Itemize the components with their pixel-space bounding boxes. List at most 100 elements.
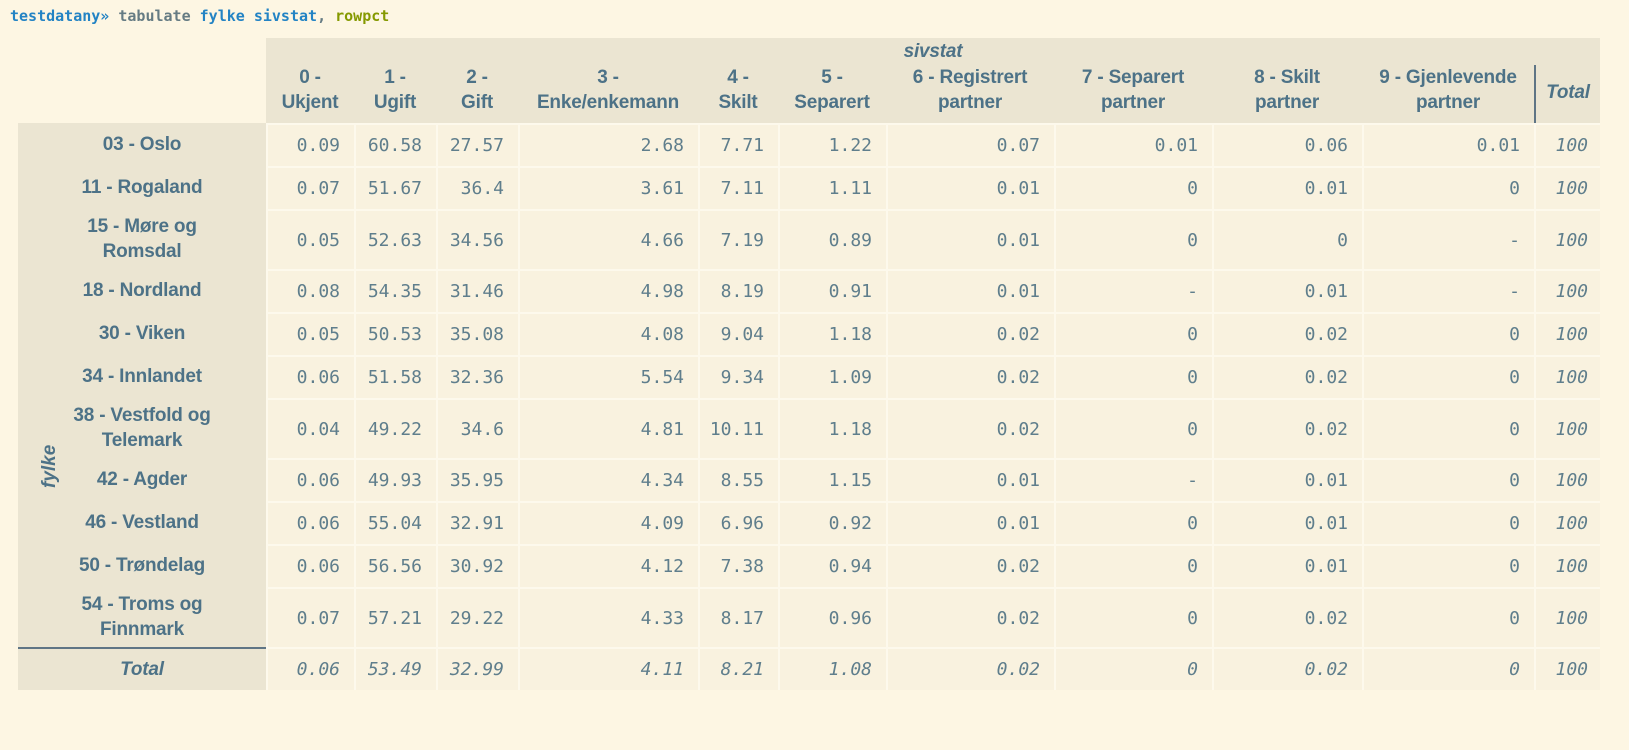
data-cell: 0 — [1054, 587, 1212, 647]
column-header: 1 - Ugift — [354, 65, 436, 123]
column-header: 3 - Enke/enkemann — [518, 65, 698, 123]
row-label: 50 - Trøndelag — [18, 544, 266, 587]
row-label: 46 - Vestland — [18, 501, 266, 544]
results-table-area: sivstat 0 - Ukjent 1 - Ugift 2 - Gift 3 - Enke/… — [18, 38, 1629, 690]
data-cell: 8.17 — [698, 587, 778, 647]
data-cell: 7.11 — [698, 166, 778, 209]
row-label: 03 - Oslo — [18, 123, 266, 166]
table-row: 15 - Møre og Romsdal 0.05 52.63 34.56 4.66 7.… — [18, 209, 1600, 269]
data-cell: 0 — [1362, 166, 1534, 209]
data-cell: - — [1054, 458, 1212, 501]
data-cell: 4.98 — [518, 269, 698, 312]
data-cell: 0.01 — [886, 501, 1054, 544]
column-header-line2: Gift — [461, 92, 493, 113]
column-header: 0 - Ukjent — [266, 65, 354, 123]
data-cell: 55.04 — [354, 501, 436, 544]
row-label: 54 - Troms og Finnmark — [18, 587, 266, 647]
data-cell: 0 — [1054, 501, 1212, 544]
data-cell: 4.66 — [518, 209, 698, 269]
data-cell: 0 — [1362, 501, 1534, 544]
data-cell: 0.07 — [266, 587, 354, 647]
column-header: 7 - Separert partner — [1054, 65, 1212, 123]
table-row: 34 - Innlandet 0.06 51.58 32.36 5.54 9.34 1.09… — [18, 355, 1600, 398]
data-cell: 0.01 — [886, 269, 1054, 312]
table-row: 42 - Agder 0.06 49.93 35.95 4.34 8.55 1.15 0.01… — [18, 458, 1600, 501]
column-header-line1: 0 - — [299, 67, 321, 88]
data-cell: 0.89 — [778, 209, 886, 269]
data-cell: 0 — [1362, 544, 1534, 587]
data-cell: 27.57 — [436, 123, 518, 166]
total-column-cell: 100 — [1534, 587, 1600, 647]
data-cell: 0.01 — [886, 209, 1054, 269]
total-row: Total 0.06 53.49 32.99 4.11 8.21 1.08 0.02 0 0.02… — [18, 647, 1600, 690]
data-cell: 4.11 — [518, 647, 698, 690]
data-cell: 0.02 — [1212, 312, 1362, 355]
data-cell: 8.19 — [698, 269, 778, 312]
data-cell: 34.6 — [436, 398, 518, 458]
column-header-line2: Ukjent — [281, 92, 339, 113]
column-header-line2: partner — [1415, 92, 1481, 113]
command-arguments: fylke sivstat — [199, 7, 318, 25]
data-cell: 0.02 — [886, 544, 1054, 587]
row-label: 30 - Viken — [18, 312, 266, 355]
data-cell: 0.01 — [1212, 501, 1362, 544]
column-header-line2: partner — [937, 92, 1003, 113]
column-header-line2: Ugift — [373, 92, 417, 113]
data-cell: 0 — [1054, 398, 1212, 458]
data-cell: 60.58 — [354, 123, 436, 166]
data-cell: 1.11 — [778, 166, 886, 209]
data-cell: 0.07 — [266, 166, 354, 209]
data-cell: 0.02 — [1212, 647, 1362, 690]
data-cell: 0 — [1362, 458, 1534, 501]
data-cell: 4.09 — [518, 501, 698, 544]
data-cell: 0.02 — [886, 398, 1054, 458]
stata-prompt: testdatany» — [10, 7, 110, 25]
data-cell: 0 — [1054, 209, 1212, 269]
data-cell: 31.46 — [436, 269, 518, 312]
table-row: 46 - Vestland 0.06 55.04 32.91 4.09 6.96 0.92 0… — [18, 501, 1600, 544]
data-cell: 57.21 — [354, 587, 436, 647]
data-cell: 0.91 — [778, 269, 886, 312]
data-cell: 0.02 — [886, 312, 1054, 355]
column-header-line2: partner — [1100, 92, 1166, 113]
column-header: 9 - Gjenlevende partner — [1362, 65, 1534, 123]
data-cell: - — [1054, 269, 1212, 312]
data-cell: 7.38 — [698, 544, 778, 587]
data-cell: 1.18 — [778, 312, 886, 355]
data-cell: 1.22 — [778, 123, 886, 166]
column-header-line1: 7 - Separert — [1081, 67, 1185, 88]
data-cell: 0.02 — [886, 647, 1054, 690]
column-header-line1: 6 - Registrert — [912, 67, 1028, 88]
data-cell: 0.02 — [886, 587, 1054, 647]
total-column-cell: 100 — [1534, 458, 1600, 501]
table-row: 30 - Viken 0.05 50.53 35.08 4.08 9.04 1.18 0.02… — [18, 312, 1600, 355]
data-cell: 0 — [1362, 647, 1534, 690]
data-cell: 4.08 — [518, 312, 698, 355]
data-cell: 4.81 — [518, 398, 698, 458]
data-cell: 49.93 — [354, 458, 436, 501]
data-cell: 29.22 — [436, 587, 518, 647]
column-header-line1: 1 - — [384, 67, 406, 88]
column-header-line2: partner — [1254, 92, 1320, 113]
data-cell: 0 — [1054, 355, 1212, 398]
data-cell: 0.05 — [266, 312, 354, 355]
data-cell: 50.53 — [354, 312, 436, 355]
column-header: 8 - Skilt partner — [1212, 65, 1362, 123]
row-label: 34 - Innlandet — [18, 355, 266, 398]
column-header-line2: Enke/enkemann — [536, 92, 680, 113]
data-cell: 51.67 — [354, 166, 436, 209]
row-label: 11 - Rogaland — [18, 166, 266, 209]
data-cell: 0.04 — [266, 398, 354, 458]
data-cell: 9.04 — [698, 312, 778, 355]
command-option: rowpct — [335, 7, 390, 25]
table-row: 50 - Trøndelag 0.06 56.56 30.92 4.12 7.38 0.94… — [18, 544, 1600, 587]
total-column-cell: 100 — [1534, 647, 1600, 690]
data-cell: 0.06 — [266, 544, 354, 587]
total-row-label: Total — [18, 647, 266, 690]
data-cell: 0 — [1054, 647, 1212, 690]
data-cell: 35.95 — [436, 458, 518, 501]
column-header: 6 - Registrert partner — [886, 65, 1054, 123]
column-header-line1: 8 - Skilt — [1254, 67, 1320, 88]
data-cell: 7.71 — [698, 123, 778, 166]
data-cell: 52.63 — [354, 209, 436, 269]
